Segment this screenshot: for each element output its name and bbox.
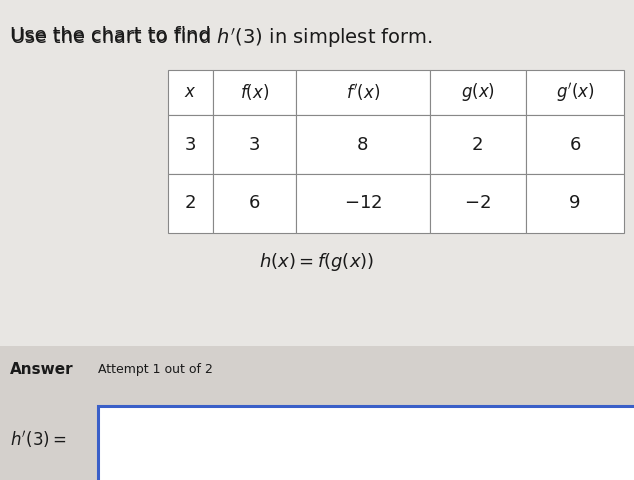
Text: $g(x)$: $g(x)$	[461, 82, 495, 104]
Bar	[168, 174, 214, 233]
Text: Use the chart to find: Use the chart to find	[10, 26, 216, 46]
Bar	[296, 174, 430, 233]
Text: $-2$: $-2$	[464, 194, 491, 213]
Bar	[168, 70, 214, 115]
Text: $h'(3) =$: $h'(3) =$	[10, 429, 66, 450]
Text: Attempt 1 out of 2: Attempt 1 out of 2	[98, 363, 213, 376]
Bar	[296, 115, 430, 174]
Bar	[526, 115, 624, 174]
Bar	[430, 115, 526, 174]
Bar	[296, 70, 430, 115]
Text: $x$: $x$	[184, 84, 197, 101]
Bar	[98, 406, 634, 480]
Text: 8: 8	[357, 136, 368, 154]
Bar	[214, 115, 296, 174]
Bar	[526, 70, 624, 115]
Bar	[214, 70, 296, 115]
Text: $g'(x)$: $g'(x)$	[556, 81, 594, 104]
Text: $f'(x)$: $f'(x)$	[346, 82, 380, 103]
Bar	[214, 174, 296, 233]
Text: 3: 3	[185, 136, 197, 154]
Text: 9: 9	[569, 194, 581, 213]
Text: Use the chart to find $h'(3)$ in simplest form.: Use the chart to find $h'(3)$ in simples…	[10, 26, 432, 50]
Bar	[430, 70, 526, 115]
Text: $-12$: $-12$	[344, 194, 382, 213]
Text: 6: 6	[569, 136, 581, 154]
Text: 2: 2	[185, 194, 197, 213]
Text: 2: 2	[472, 136, 483, 154]
Bar	[168, 115, 214, 174]
Text: 3: 3	[249, 136, 261, 154]
Text: Answer: Answer	[10, 362, 73, 377]
Text: $f(x)$: $f(x)$	[240, 83, 269, 102]
Text: $h(x) = f(g(x))$: $h(x) = f(g(x))$	[259, 251, 375, 273]
Text: 6: 6	[249, 194, 261, 213]
Bar	[430, 174, 526, 233]
Bar	[0, 346, 634, 480]
Bar	[526, 174, 624, 233]
